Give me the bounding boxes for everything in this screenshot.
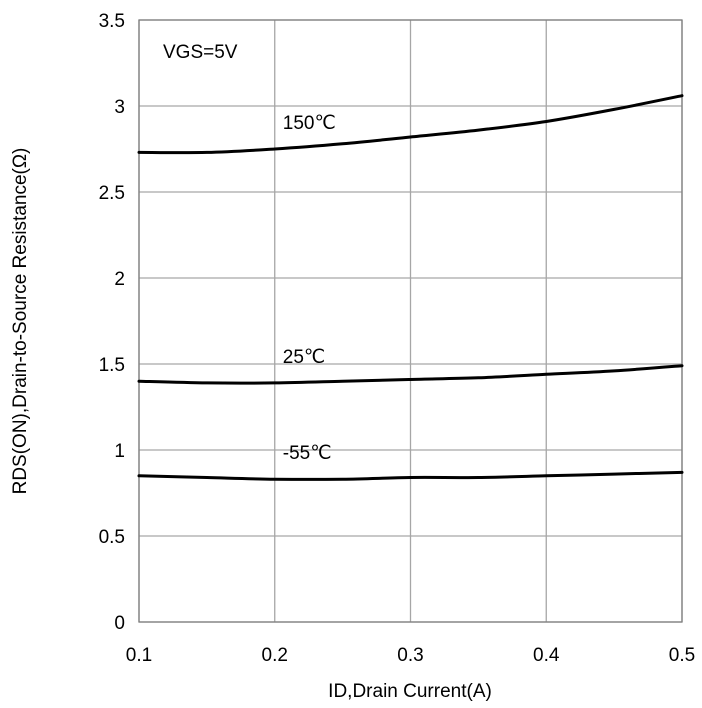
x-axis-title: ID,Drain Current(A) — [328, 681, 492, 702]
y-tick-label: 0 — [114, 613, 125, 634]
x-tick-label: 0.1 — [126, 645, 152, 666]
x-tick-label: 0.5 — [669, 645, 695, 666]
y-tick-label: 1 — [114, 441, 125, 462]
y-tick-label: 2 — [114, 269, 125, 290]
y-tick-label: 1.5 — [99, 355, 125, 376]
y-tick-label: 3 — [114, 97, 125, 118]
series-line — [137, 364, 684, 385]
series-line — [137, 94, 684, 155]
series-line — [137, 470, 684, 481]
series-labels: 150℃ 25℃ -55℃ — [283, 113, 336, 464]
y-tick-label: 3.5 — [99, 11, 125, 32]
y-axis-title: RDS(ON),Drain-to-Source Resistance(Ω) — [10, 148, 31, 495]
grid-lines — [138, 19, 683, 623]
x-tick-label: 0.3 — [397, 645, 423, 666]
x-tick-labels: 0.1 0.2 0.3 0.4 0.5 — [126, 645, 695, 666]
y-tick-label: 0.5 — [99, 527, 125, 548]
series-label: -55℃ — [283, 443, 332, 464]
series-lines — [137, 94, 684, 481]
series-label: 25℃ — [283, 347, 325, 368]
y-tick-labels: 0 0.5 1 1.5 2 2.5 3 3.5 — [99, 11, 125, 634]
y-tick-label: 2.5 — [99, 183, 125, 204]
series-label: 150℃ — [283, 113, 336, 134]
vgs-annotation: VGS=5V — [163, 42, 238, 63]
x-tick-label: 0.2 — [262, 645, 288, 666]
x-tick-label: 0.4 — [533, 645, 560, 666]
plot-frame — [138, 19, 683, 623]
